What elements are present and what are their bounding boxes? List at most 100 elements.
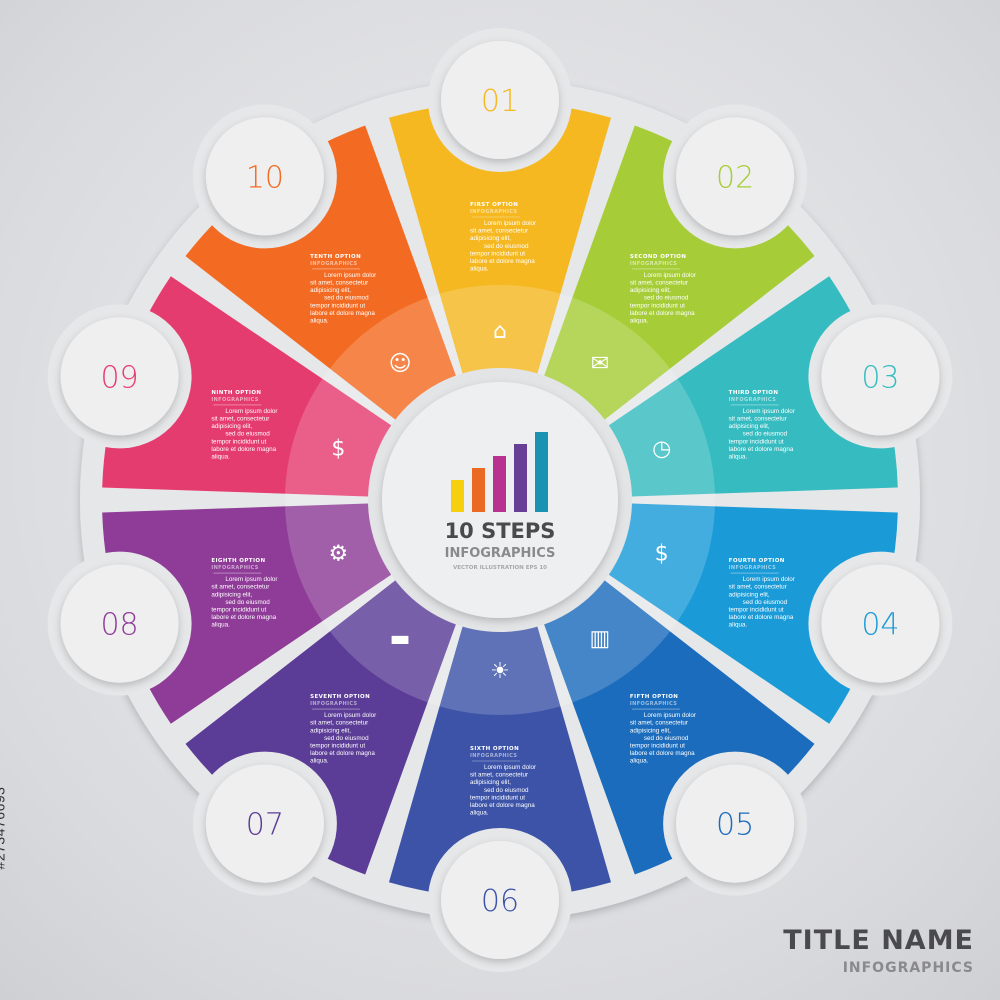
house-icon: ⌂ <box>493 319 507 344</box>
center-subtitle: INFOGRAPHICS <box>445 546 556 561</box>
segment-body-line: sit amet, consectetur <box>310 720 368 727</box>
segment-wedge <box>603 503 898 724</box>
step-number: 10 <box>246 160 284 195</box>
segment-body-line: sed do eiusmod <box>644 295 689 302</box>
segment-body-line: sit amet, consectetur <box>630 280 688 287</box>
segment-body-line: sed do eiusmod <box>743 599 788 606</box>
step-badge-04[interactable]: 04 <box>808 551 953 696</box>
step-number: 07 <box>246 808 284 843</box>
segment-body-line: aliqua. <box>630 318 649 325</box>
stock-id: #273476693 <box>0 786 8 870</box>
center-bar <box>514 444 527 512</box>
segment-body-line: Lorem ipsum dolor <box>484 764 536 771</box>
chart-icon: ▥ <box>590 627 611 652</box>
segment-title: EIGHTH OPTION <box>211 558 265 564</box>
segment-body-line: adipisicing elit, <box>729 591 770 598</box>
badge-circle <box>676 764 795 883</box>
segment-title: TENTH OPTION <box>310 254 361 260</box>
segment-body-line: aliqua. <box>310 758 329 765</box>
segment-body-line: Lorem ipsum dolor <box>484 220 536 227</box>
segment-subtitle: INFOGRAPHICS <box>211 565 258 571</box>
center-bar <box>535 432 548 512</box>
envelope-icon: ✉ <box>591 351 609 376</box>
step-badge-01[interactable]: 01 <box>428 28 572 172</box>
segment-body-line: sit amet, consectetur <box>630 720 688 727</box>
step-number: 05 <box>716 808 754 843</box>
segment-body-line: aliqua. <box>729 454 748 461</box>
step-number: 04 <box>861 608 899 643</box>
step-number: 09 <box>100 360 138 395</box>
step-badge-09[interactable]: 09 <box>47 304 192 449</box>
segment-title: FIRST OPTION <box>470 202 518 208</box>
segment-title: SECOND OPTION <box>630 254 687 260</box>
segment-body-line: sed do eiusmod <box>743 431 788 438</box>
segment-body-line: adipisicing elit, <box>630 287 671 294</box>
segment-title: FOURTH OPTION <box>729 558 785 564</box>
segment-body-line: aliqua. <box>211 454 230 461</box>
segment-body-line: adipisicing elit, <box>729 423 770 430</box>
step-number: 06 <box>481 884 519 919</box>
step-badge-08[interactable]: 08 <box>47 551 192 696</box>
step-badge-05[interactable]: 05 <box>663 751 808 896</box>
segment-body-line: sit amet, consectetur <box>310 280 368 287</box>
segment-title: NINTH OPTION <box>211 390 261 396</box>
badge-circle <box>441 41 559 159</box>
segment-body-line: sed do eiusmod <box>324 735 369 742</box>
segment-subtitle: INFOGRAPHICS <box>470 209 517 215</box>
center-title: 10 STEPS <box>445 519 556 543</box>
badge-circle <box>821 317 940 436</box>
footer-title: TITLE NAME <box>783 925 974 956</box>
segment-body-line: Lorem ipsum dolor <box>743 408 795 415</box>
step-badge-02[interactable]: 02 <box>663 104 808 249</box>
segment-body-line: adipisicing elit, <box>211 591 252 598</box>
segment-subtitle: INFOGRAPHICS <box>630 701 677 707</box>
step-number: 01 <box>481 84 519 119</box>
segment-body-line: Lorem ipsum dolor <box>324 272 376 279</box>
badge-circle <box>821 564 940 683</box>
segment-body-line: sed do eiusmod <box>644 735 689 742</box>
segment-body-line: aliqua. <box>729 622 748 629</box>
badge-circle <box>205 764 324 883</box>
segment-body-line: Lorem ipsum dolor <box>743 576 795 583</box>
gears-icon: ⚙ <box>328 542 348 567</box>
step-badge-03[interactable]: 03 <box>808 304 953 449</box>
segment-body-line: adipisicing elit, <box>310 727 351 734</box>
segment-body-line: sed do eiusmod <box>324 295 369 302</box>
segment-body-line: sed do eiusmod <box>225 599 270 606</box>
segment-wedge <box>388 101 612 381</box>
segment-body-line: labore et dolore magna <box>310 750 375 757</box>
step-number: 02 <box>716 160 754 195</box>
segment-body-line: labore et dolore magna <box>470 258 535 265</box>
money-icon: $ <box>331 436 345 461</box>
segment-body-line: labore et dolore magna <box>729 446 794 453</box>
segment-title: FIFTH OPTION <box>630 694 678 700</box>
segment-body-line: tempor incididunt ut <box>729 606 784 613</box>
lightbulb-icon: ☀ <box>490 659 510 684</box>
segment-04[interactable]: FOURTH OPTION INFOGRAPHICS Lorem ipsum dol… <box>603 503 898 724</box>
segment-body-line: Lorem ipsum dolor <box>225 576 277 583</box>
step-badge-10[interactable]: 10 <box>192 104 337 249</box>
segment-body-line: tempor incididunt ut <box>729 438 784 445</box>
center-bar <box>451 480 464 512</box>
segment-subtitle: INFOGRAPHICS <box>310 261 357 267</box>
step-number: 03 <box>861 360 899 395</box>
step-badge-07[interactable]: 07 <box>192 751 337 896</box>
segment-body-line: aliqua. <box>310 318 329 325</box>
badge-circle <box>205 117 324 236</box>
segment-body-line: sit amet, consectetur <box>729 584 787 591</box>
segment-body-line: labore et dolore magna <box>211 614 276 621</box>
segment-body-line: tempor incididunt ut <box>310 742 365 749</box>
segment-title: SIXTH OPTION <box>470 746 519 752</box>
segment-body-line: tempor incididunt ut <box>211 606 266 613</box>
badge-circle <box>441 841 559 959</box>
segment-wedge <box>388 619 612 898</box>
segment-wedge <box>603 276 898 497</box>
badge-circle <box>60 564 179 683</box>
step-badge-06[interactable]: 06 <box>428 828 572 972</box>
badge-circle <box>676 117 795 236</box>
